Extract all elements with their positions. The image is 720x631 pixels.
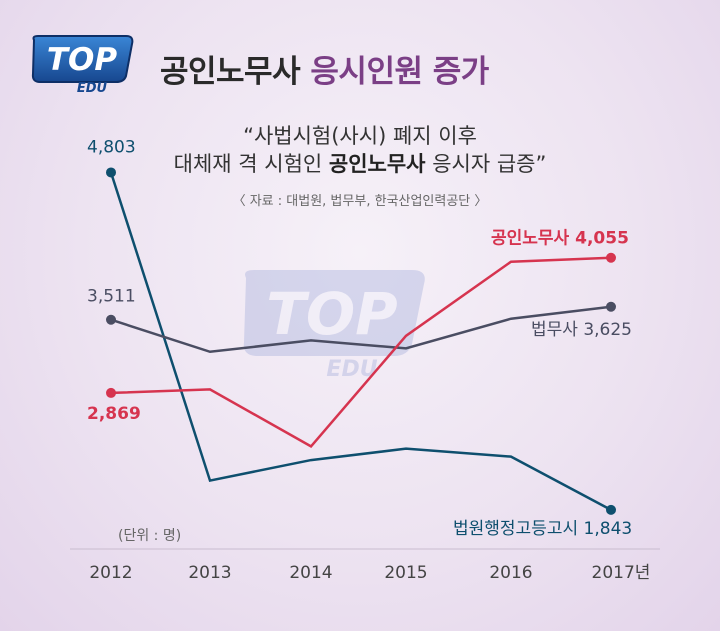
page-title: 공인노무사 응시인원 증가: [160, 46, 489, 91]
start-label-nomusa: 2,869: [87, 404, 141, 424]
data-point-bumusa-0: [106, 314, 116, 325]
data-point-court-5: [606, 504, 616, 515]
end-label-court: 법원행정고등고시 1,843: [453, 519, 632, 539]
watermark-logo: TOP EDU: [243, 270, 425, 378]
data-point-nomusa-5: [606, 252, 616, 263]
end-value-court: 1,843: [584, 519, 633, 539]
logo-edu-text: EDU: [77, 81, 108, 94]
unit-note: (단위 : 명): [118, 528, 181, 544]
subtitle-line2-bold: 공인노무사: [328, 152, 426, 176]
subtitle-line2-post: 응시자 급증”: [425, 152, 547, 176]
end-value-nomusa: 4,055: [575, 229, 629, 249]
data-point-bumusa-5: [606, 301, 616, 312]
x-tick-label: 2012: [89, 563, 132, 583]
subtitle-line1: “사법시험(사시) 폐지 이후: [243, 124, 477, 148]
end-label-bumusa: 법무사 3,625: [531, 320, 632, 340]
x-tick-label: 2014: [289, 563, 332, 583]
subtitle-line2: 대체재 격 시험인 공인노무사 응시자 급증”: [0, 150, 720, 178]
series-line-court: [109, 172, 612, 512]
x-tick-label: 2013: [188, 563, 231, 583]
title-highlight: 응시인원 증가: [310, 54, 489, 90]
watermark-top-text: TOP: [266, 280, 397, 348]
x-tick-label: 2015: [384, 563, 427, 583]
subtitle-line2-pre: 대체재 격 시험인: [173, 152, 329, 176]
x-tick-label: 2017년: [592, 563, 651, 583]
data-point-nomusa-0: [106, 387, 116, 398]
end-value-bumusa: 3,625: [583, 320, 632, 340]
series-name-court: 법원행정고등고시: [453, 519, 584, 539]
x-tick-label: 2016: [489, 563, 532, 583]
subtitle: “사법시험(사시) 폐지 이후 대체재 격 시험인 공인노무사 응시자 급증”: [0, 122, 720, 178]
watermark-edu-text: EDU: [326, 357, 377, 378]
series-line-bumusa: [110, 305, 612, 354]
series-name-bumusa: 법무사: [531, 320, 583, 340]
series-line-nomusa: [110, 256, 612, 448]
top-edu-logo: TOP EDU: [31, 35, 134, 94]
end-label-nomusa: 공인노무사 4,055: [491, 229, 629, 249]
data-point-court-0: [106, 167, 116, 178]
source-note: 〈 자료 : 대법원, 법무부, 한국산업인력공단 〉: [232, 194, 488, 209]
series-name-nomusa: 공인노무사: [491, 229, 575, 249]
start-label-bumusa: 3,511: [87, 287, 136, 307]
start-label-court: 4,803: [87, 137, 136, 157]
logo-top-text: TOP: [47, 42, 117, 78]
title-main: 공인노무사: [160, 54, 301, 90]
